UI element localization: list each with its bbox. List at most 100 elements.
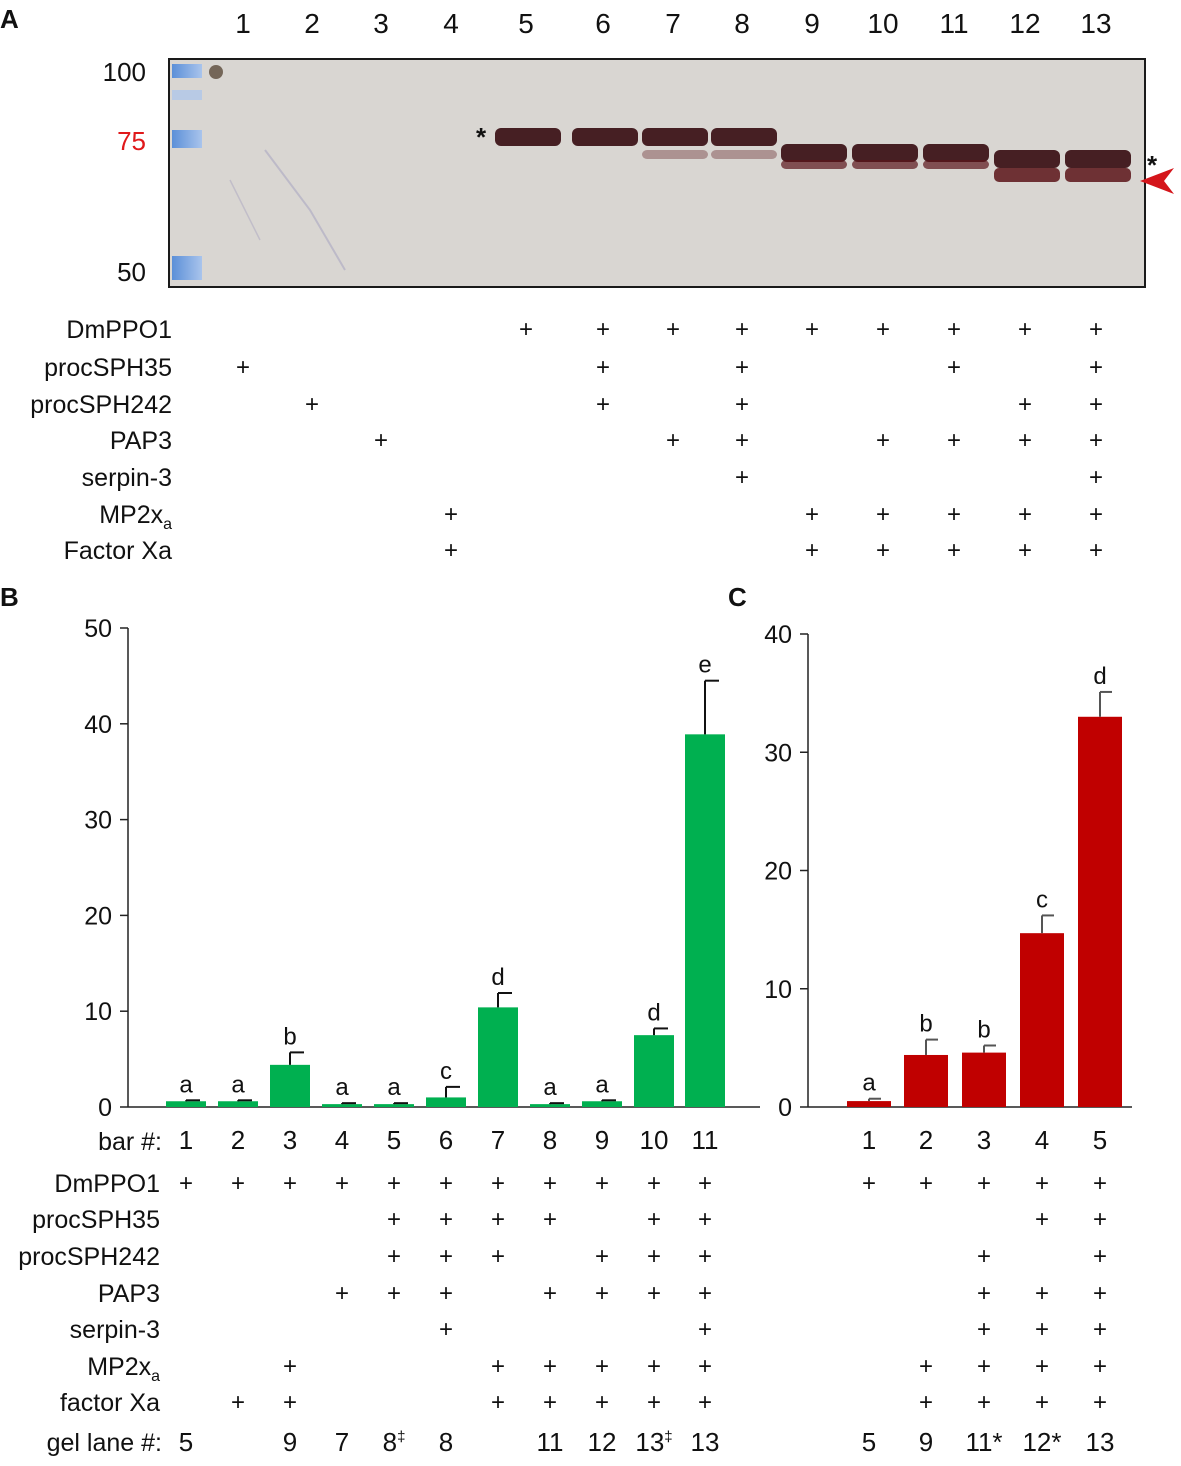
y-tick-label: 20 <box>764 858 792 886</box>
bar-number: 4 <box>1034 1125 1050 1155</box>
y-tick-label: 20 <box>84 902 112 930</box>
bar-number: 7 <box>490 1125 506 1155</box>
gel-lane-number: 12 <box>576 1427 628 1458</box>
subscript: a <box>163 516 172 533</box>
bar <box>426 1097 466 1107</box>
plus-sign: + <box>1088 316 1103 343</box>
significance-letter: a <box>231 1071 245 1098</box>
bar <box>1020 933 1064 1107</box>
treatment-label: DmPPO1 <box>66 316 172 344</box>
treatment-label: Factor Xa <box>63 537 172 565</box>
plus-sign: + <box>875 427 890 454</box>
gel-lane-text: 11 <box>536 1427 564 1457</box>
plus-sign: + <box>976 1170 991 1197</box>
gel-lane-number: 11 <box>524 1427 576 1458</box>
ladder-band-75 <box>172 130 202 148</box>
blot-band-upper <box>495 128 561 146</box>
plus-sign: + <box>1034 1280 1049 1307</box>
plus-sign: + <box>386 1280 401 1307</box>
plus-sign: + <box>1017 316 1032 343</box>
gel-lane-number: 5 <box>861 1427 877 1457</box>
bar-number: 2 <box>918 1125 934 1155</box>
plus-sign: + <box>542 1353 557 1380</box>
y-tick-label: 40 <box>84 711 112 739</box>
significance-letter: a <box>387 1074 401 1101</box>
lane-number: 9 <box>804 8 820 39</box>
gel-lane-text: 8 <box>382 1427 398 1457</box>
blot-band-upper <box>852 144 918 162</box>
plus-sign: + <box>804 501 819 528</box>
treatment-label: DmPPO1 <box>54 1170 160 1198</box>
plus-sign: + <box>804 537 819 564</box>
lane-number: 2 <box>304 8 320 39</box>
plus-sign: + <box>646 1206 661 1233</box>
plus-sign: + <box>1092 1243 1107 1270</box>
plus-sign: + <box>697 1389 712 1416</box>
plus-sign: + <box>976 1389 991 1416</box>
plus-sign: + <box>918 1353 933 1380</box>
plus-sign: + <box>946 427 961 454</box>
plus-sign: + <box>804 316 819 343</box>
y-tick-label: 0 <box>98 1094 112 1122</box>
significance-letter: b <box>919 1011 932 1038</box>
y-tick-label: 50 <box>84 615 112 643</box>
significance-letter: b <box>283 1023 296 1050</box>
plus-sign: + <box>518 316 533 343</box>
plus-sign: + <box>438 1170 453 1197</box>
gel-lane-text: 7 <box>334 1427 350 1457</box>
gel-lane-number: 9 <box>918 1427 934 1457</box>
plus-sign: + <box>734 354 749 381</box>
plus-sign: + <box>1088 391 1103 418</box>
gel-lane-text: 13 <box>635 1427 665 1457</box>
plus-sign: + <box>1088 537 1103 564</box>
blot-band-upper <box>642 128 708 146</box>
plus-sign: + <box>918 1389 933 1416</box>
panel-b-label: B <box>0 582 19 612</box>
right-star: * <box>1147 150 1158 180</box>
gel-lane-number: 8 <box>420 1427 472 1458</box>
plus-sign: + <box>646 1170 661 1197</box>
blot-band-upper <box>711 128 777 146</box>
y-tick-label: 40 <box>764 621 792 649</box>
blot-band-lower <box>642 150 708 159</box>
gel-lane-number: 13 <box>679 1427 731 1458</box>
treatment-label: PAP3 <box>97 1280 160 1308</box>
bar-number: 5 <box>386 1125 402 1155</box>
blot-band-lower <box>852 160 918 169</box>
y-tick-label: 30 <box>764 739 792 767</box>
plus-sign: + <box>542 1170 557 1197</box>
plus-sign: + <box>646 1280 661 1307</box>
gel-lane-mark: ‡ <box>664 1428 673 1446</box>
plus-sign: + <box>697 1316 712 1343</box>
plus-sign: + <box>1092 1206 1107 1233</box>
lane-number: 5 <box>518 8 534 39</box>
plus-sign: + <box>235 354 250 381</box>
ladder-band-50 <box>172 256 202 280</box>
plus-sign: + <box>976 1243 991 1270</box>
plus-sign: + <box>443 537 458 564</box>
bar <box>1078 716 1122 1107</box>
plus-sign: + <box>594 1353 609 1380</box>
gel-lane-text: 8 <box>438 1427 454 1457</box>
plus-sign: + <box>697 1243 712 1270</box>
plus-sign: + <box>1034 1206 1049 1233</box>
gel-lane-number: 12* <box>1022 1427 1062 1457</box>
gel-lane-text: 9 <box>282 1427 298 1457</box>
bar-number: 11 <box>691 1125 719 1155</box>
significance-letter: a <box>595 1071 609 1098</box>
bar-number: 5 <box>1092 1125 1108 1155</box>
significance-letter: d <box>491 964 504 991</box>
plus-sign: + <box>946 501 961 528</box>
bar <box>847 1101 891 1107</box>
bar <box>270 1064 310 1107</box>
red-arrowhead-icon <box>1140 168 1174 194</box>
significance-letter: c <box>440 1058 452 1085</box>
bar-number: 2 <box>230 1125 246 1155</box>
gel-lane-number: 13 <box>1085 1427 1115 1457</box>
treatment-label: MP2xa <box>99 501 172 533</box>
plus-sign: + <box>697 1353 712 1380</box>
plus-sign: + <box>594 1243 609 1270</box>
plus-sign: + <box>282 1353 297 1380</box>
ladder-band-100 <box>172 64 202 78</box>
gel-lane-number: 9 <box>264 1427 316 1458</box>
